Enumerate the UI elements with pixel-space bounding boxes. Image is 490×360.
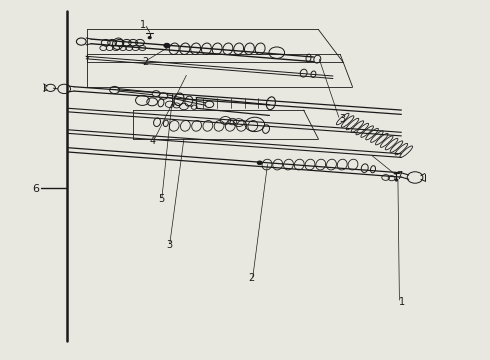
- Text: 3: 3: [166, 240, 172, 250]
- Text: 1: 1: [140, 20, 146, 30]
- Text: 2: 2: [143, 57, 148, 67]
- Circle shape: [395, 179, 398, 181]
- Circle shape: [164, 43, 170, 48]
- Text: 2: 2: [248, 273, 255, 283]
- Circle shape: [257, 161, 262, 165]
- Text: 3: 3: [339, 114, 345, 124]
- Text: 7: 7: [396, 171, 403, 181]
- Text: 1: 1: [399, 297, 405, 307]
- Text: 6: 6: [32, 184, 40, 194]
- Text: 4: 4: [150, 136, 156, 146]
- Circle shape: [148, 37, 151, 39]
- Text: 5: 5: [158, 194, 164, 204]
